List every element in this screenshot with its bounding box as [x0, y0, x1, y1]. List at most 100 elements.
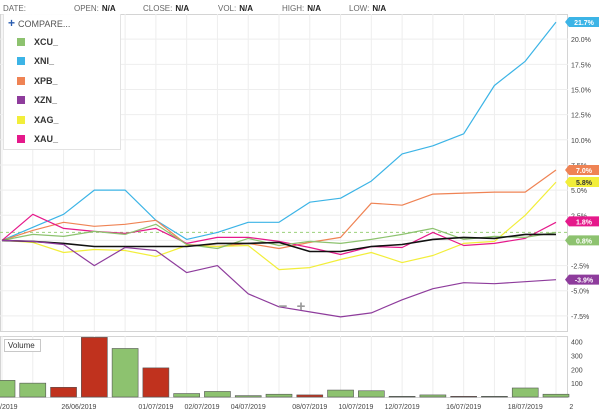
volume-bar: [0, 380, 16, 398]
volume-bar: [142, 367, 170, 398]
date-field: DATE:: [3, 4, 26, 13]
end-label-badge: 5.8%: [565, 177, 599, 188]
y-tick-label: 5.0%: [571, 188, 587, 195]
legend-swatch: [17, 96, 25, 105]
series-line-benchmark: [1, 233, 556, 253]
end-label-badge: 7.0%: [565, 164, 599, 175]
volume-bar: [81, 337, 108, 398]
x-tick-label: 10/07/2019: [338, 404, 373, 411]
high-field: HIGH: N/A: [282, 4, 321, 13]
y-tick-label: -7.5%: [571, 314, 589, 321]
legend-label: XCU_: [34, 36, 59, 47]
legend-swatch: [17, 57, 25, 66]
x-tick-label: 04/07/2019: [231, 404, 266, 411]
x-tick-label: 2: [569, 404, 573, 411]
legend-label: XNI_: [34, 56, 55, 67]
x-tick-label: 08/07/2019: [292, 404, 327, 411]
zoom-in-button[interactable]: +: [296, 298, 306, 315]
close-value: N/A: [175, 4, 190, 13]
volume-bar: [481, 396, 508, 398]
volume-tick-label: 200: [571, 367, 583, 374]
legend-item-xni[interactable]: XNI_: [4, 52, 120, 72]
y-tick-label: -5.0%: [571, 289, 589, 296]
open-value: N/A: [101, 4, 116, 13]
volume-bar: [234, 395, 262, 398]
y-tick-label: 17.5%: [571, 62, 591, 69]
legend-item-xzn[interactable]: XZN_: [4, 91, 120, 111]
y-tick-label: 20.0%: [571, 37, 591, 44]
end-label-text: 0.8%: [576, 238, 593, 245]
end-label-text: -3.9%: [575, 278, 594, 285]
end-label-bg: [565, 216, 599, 227]
low-field: LOW: N/A: [349, 4, 386, 13]
date-label: DATE:: [3, 4, 26, 13]
end-label-text: 5.8%: [576, 180, 593, 187]
legend-item-xau[interactable]: XAU_: [4, 130, 120, 150]
x-tick-label: 02/07/2019: [185, 404, 220, 411]
volume-tick-label: 100: [571, 381, 583, 388]
volume-bar: [111, 348, 139, 398]
low-value: N/A: [372, 4, 387, 13]
end-label-badge: 1.8%: [565, 216, 599, 227]
volume-bar: [542, 393, 570, 398]
y-tick-label: 15.0%: [571, 87, 591, 94]
vol-field: VOL: N/A: [218, 4, 253, 13]
x-tick-label: 4/06/2019: [0, 404, 18, 411]
legend-swatch: [17, 37, 25, 46]
volume-bar: [296, 394, 324, 398]
close-field: CLOSE: N/A: [143, 4, 189, 13]
y-tick-label: 12.5%: [571, 113, 591, 120]
compare-button[interactable]: + COMPARE...: [4, 14, 120, 32]
volume-label: Volume: [4, 339, 41, 352]
end-label-bg: [565, 164, 599, 175]
legend-item-xpb[interactable]: XPB_: [4, 71, 120, 91]
end-label-text: 21.7%: [574, 20, 595, 27]
end-label-text: 7.0%: [576, 168, 593, 175]
legend-swatch: [17, 135, 25, 144]
x-tick-label: 12/07/2019: [385, 404, 420, 411]
x-tick-label: 16/07/2019: [446, 404, 481, 411]
series-line-xpb: [1, 169, 557, 250]
series-line-xzn: [1, 239, 557, 318]
series-line-xcu: [1, 223, 557, 250]
volume-bar: [511, 387, 539, 398]
y-tick-label: -2.5%: [571, 264, 589, 271]
legend-label: XAU_: [34, 134, 59, 145]
vol-label: VOL:: [218, 4, 237, 13]
legend-item-xag[interactable]: XAG_: [4, 110, 120, 130]
volume-bar: [419, 394, 447, 398]
end-label-badge: -3.9%: [565, 274, 599, 285]
low-label: LOW:: [349, 4, 370, 13]
volume-bar: [327, 389, 354, 398]
end-label-badge: 21.7%: [565, 17, 599, 28]
legend-item-xcu[interactable]: XCU_: [4, 32, 120, 52]
high-label: HIGH:: [282, 4, 305, 13]
high-value: N/A: [307, 4, 322, 13]
legend-swatch: [17, 115, 25, 124]
volume-bar: [50, 386, 77, 398]
vol-value: N/A: [239, 4, 254, 13]
ohlc-header: DATE: OPEN: N/A CLOSE: N/A VOL: N/A HIGH: N/…: [0, 0, 568, 14]
end-label-text: 1.8%: [576, 219, 593, 226]
end-label-bg: [565, 274, 599, 285]
x-tick-label: 18/07/2019: [508, 404, 543, 411]
volume-bar: [388, 396, 416, 398]
open-field: OPEN: N/A: [74, 4, 116, 13]
end-label-bg: [565, 17, 599, 28]
volume-bar: [19, 382, 47, 398]
legend-label: XPB_: [34, 75, 58, 86]
end-label-bg: [565, 177, 599, 188]
zoom-out-button[interactable]: −: [278, 298, 288, 315]
close-label: CLOSE:: [143, 4, 173, 13]
volume-bar: [265, 393, 293, 398]
volume-panel-frame: [0, 336, 568, 398]
x-tick-label: 01/07/2019: [138, 404, 173, 411]
legend-panel: + COMPARE... XCU_ XNI_ XPB_ XZN_ XAG_ XAU…: [3, 14, 121, 150]
open-label: OPEN:: [74, 4, 99, 13]
end-label-badge: 0.8%: [565, 235, 599, 246]
compare-label: COMPARE...: [18, 19, 71, 29]
volume-bar: [204, 391, 231, 398]
y-tick-label: 10.0%: [571, 138, 591, 145]
volume-bar: [173, 393, 200, 398]
